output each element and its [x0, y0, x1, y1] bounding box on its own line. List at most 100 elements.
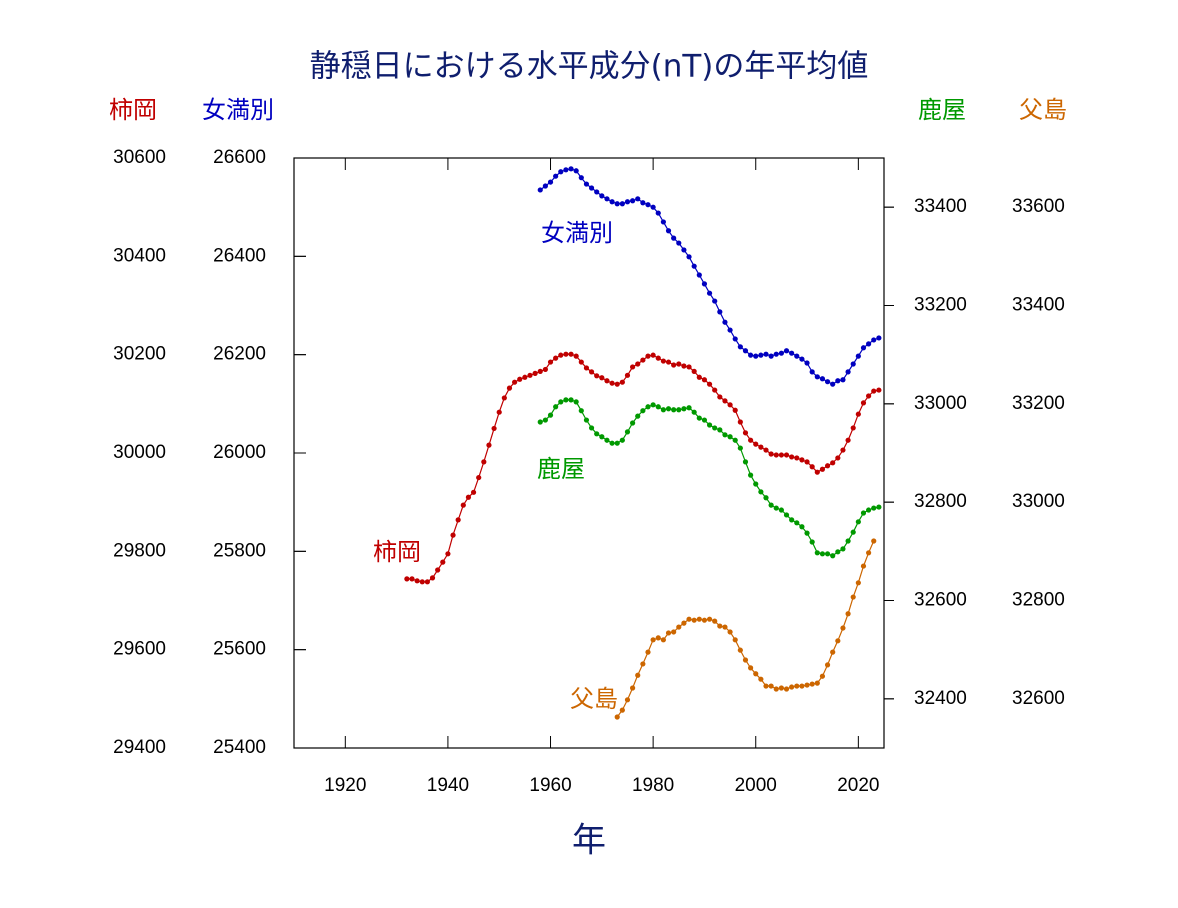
data-point — [578, 408, 584, 414]
data-point — [794, 520, 800, 526]
data-point — [676, 240, 682, 246]
y-tick-label: 33000 — [1012, 491, 1065, 512]
data-point — [681, 363, 687, 369]
data-point — [855, 411, 861, 417]
data-point — [573, 353, 579, 359]
data-point — [804, 682, 810, 688]
y-tick-label: 32600 — [1012, 688, 1065, 709]
data-point — [624, 372, 631, 378]
data-point — [871, 388, 877, 394]
data-point — [727, 327, 733, 333]
data-point — [840, 447, 846, 453]
data-point — [742, 459, 749, 465]
data-point — [866, 550, 872, 556]
data-point — [814, 374, 820, 380]
data-point — [517, 376, 523, 382]
data-point — [799, 457, 805, 463]
data-point — [665, 228, 672, 234]
data-point — [783, 512, 790, 518]
data-point — [547, 359, 554, 365]
data-point — [429, 575, 436, 581]
data-point — [481, 459, 487, 465]
data-point — [671, 407, 677, 413]
data-point — [722, 319, 728, 325]
data-point — [799, 683, 805, 689]
data-point — [650, 204, 656, 210]
data-point — [583, 417, 590, 423]
data-point — [640, 408, 646, 414]
data-point — [660, 637, 666, 643]
data-point — [773, 686, 779, 692]
data-point — [542, 366, 548, 373]
data-point — [614, 714, 620, 720]
data-point — [563, 167, 569, 173]
data-point — [845, 369, 851, 375]
data-point — [778, 452, 784, 458]
data-point — [635, 361, 641, 367]
data-point — [866, 393, 872, 399]
data-point — [645, 404, 651, 410]
data-point — [630, 364, 636, 370]
y-tick-label: 32800 — [914, 491, 967, 512]
data-point — [640, 661, 646, 667]
data-point — [773, 351, 779, 357]
data-point — [871, 337, 877, 343]
data-point — [686, 254, 692, 260]
data-point — [840, 377, 846, 383]
data-point — [645, 202, 651, 208]
data-point — [871, 505, 877, 511]
data-point — [706, 422, 713, 428]
y-tick-label: 33400 — [914, 196, 967, 217]
data-point — [819, 466, 826, 472]
data-point — [681, 406, 687, 412]
data-point — [691, 368, 697, 374]
data-point — [860, 400, 867, 406]
data-point — [712, 387, 718, 393]
x-tick-label: 1980 — [632, 775, 674, 796]
data-point — [737, 647, 743, 653]
data-point — [650, 352, 656, 358]
data-point — [722, 624, 728, 630]
data-point — [809, 539, 815, 545]
data-point — [789, 684, 795, 690]
y-tick-label: 25600 — [213, 639, 266, 660]
axis-header: 鹿屋 — [918, 96, 966, 124]
data-point — [655, 355, 661, 361]
data-point — [763, 351, 769, 357]
data-point — [671, 362, 677, 368]
data-point — [460, 502, 466, 508]
data-point — [573, 168, 579, 174]
data-point — [696, 616, 702, 622]
data-point — [819, 673, 826, 679]
y-tick-label: 29600 — [113, 639, 166, 660]
data-point — [553, 355, 559, 361]
data-point — [665, 406, 672, 412]
data-point — [655, 635, 661, 641]
data-point — [506, 385, 513, 391]
y-tick-label: 25800 — [213, 540, 266, 561]
data-point — [840, 625, 846, 631]
data-point — [845, 437, 851, 443]
data-point — [732, 407, 738, 413]
data-point — [553, 173, 559, 179]
data-point — [819, 551, 826, 557]
data-point — [850, 529, 856, 535]
data-point — [748, 665, 754, 671]
data-point — [470, 489, 477, 495]
data-point — [737, 344, 743, 350]
data-point — [532, 370, 538, 376]
data-point — [860, 345, 867, 351]
data-point — [727, 629, 733, 635]
data-point — [701, 377, 708, 383]
data-point — [686, 616, 692, 622]
y-tick-label: 33600 — [1012, 196, 1065, 217]
y-tick-label: 33400 — [1012, 295, 1065, 316]
data-point — [527, 372, 533, 378]
data-point — [860, 563, 867, 569]
data-point — [763, 683, 769, 689]
data-point — [537, 187, 543, 193]
data-point — [794, 455, 800, 461]
series-label: 父島 — [570, 685, 618, 713]
data-point — [676, 624, 682, 630]
data-point — [866, 507, 872, 513]
